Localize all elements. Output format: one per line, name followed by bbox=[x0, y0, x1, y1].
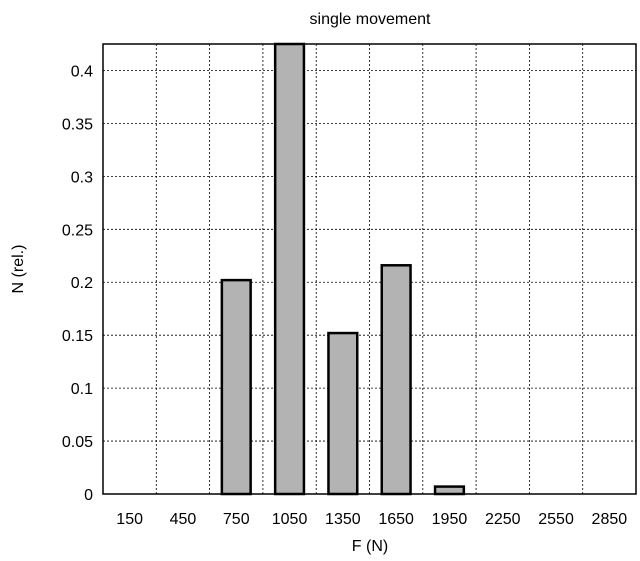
plot-frame bbox=[102, 43, 637, 495]
x-tick-label: 2550 bbox=[538, 511, 574, 528]
chart-title: single movement bbox=[310, 11, 432, 28]
y-tick-label: 0.4 bbox=[71, 63, 93, 80]
x-tick-label: 150 bbox=[116, 511, 143, 528]
x-tick-label: 1350 bbox=[325, 511, 361, 528]
y-tick-label: 0.3 bbox=[71, 169, 93, 186]
y-tick-label: 0.15 bbox=[62, 328, 93, 345]
y-tick-label: 0.05 bbox=[62, 434, 93, 451]
x-tick-label: 1650 bbox=[378, 511, 414, 528]
x-tick-label: 750 bbox=[223, 511, 250, 528]
x-tick-label: 2250 bbox=[485, 511, 521, 528]
y-tick-label: 0.25 bbox=[62, 222, 93, 239]
tick-labels: 0 0.05 0.1 0.15 0.2 0.25 0.3 0.35 0.4 150 450 750 10… bbox=[62, 63, 627, 528]
bar-1050 bbox=[273, 42, 306, 496]
bar-series bbox=[220, 42, 466, 496]
x-tick-label: 1950 bbox=[432, 511, 468, 528]
y-axis-label: N (rel.) bbox=[10, 245, 27, 294]
bar-1950 bbox=[433, 485, 466, 496]
x-tick-label: 450 bbox=[170, 511, 197, 528]
grid-lines bbox=[103, 44, 636, 494]
y-tick-label: 0 bbox=[84, 487, 93, 504]
bar-1350 bbox=[327, 331, 359, 496]
bar-750 bbox=[220, 278, 252, 496]
x-axis-label: F (N) bbox=[352, 538, 388, 555]
y-tick-label: 0.1 bbox=[71, 381, 93, 398]
y-tick-label: 0.35 bbox=[62, 116, 93, 133]
bar-1650 bbox=[380, 264, 412, 496]
x-tick-label: 2850 bbox=[592, 511, 628, 528]
y-tick-label: 0.2 bbox=[71, 275, 93, 292]
x-tick-label: 1050 bbox=[272, 511, 308, 528]
